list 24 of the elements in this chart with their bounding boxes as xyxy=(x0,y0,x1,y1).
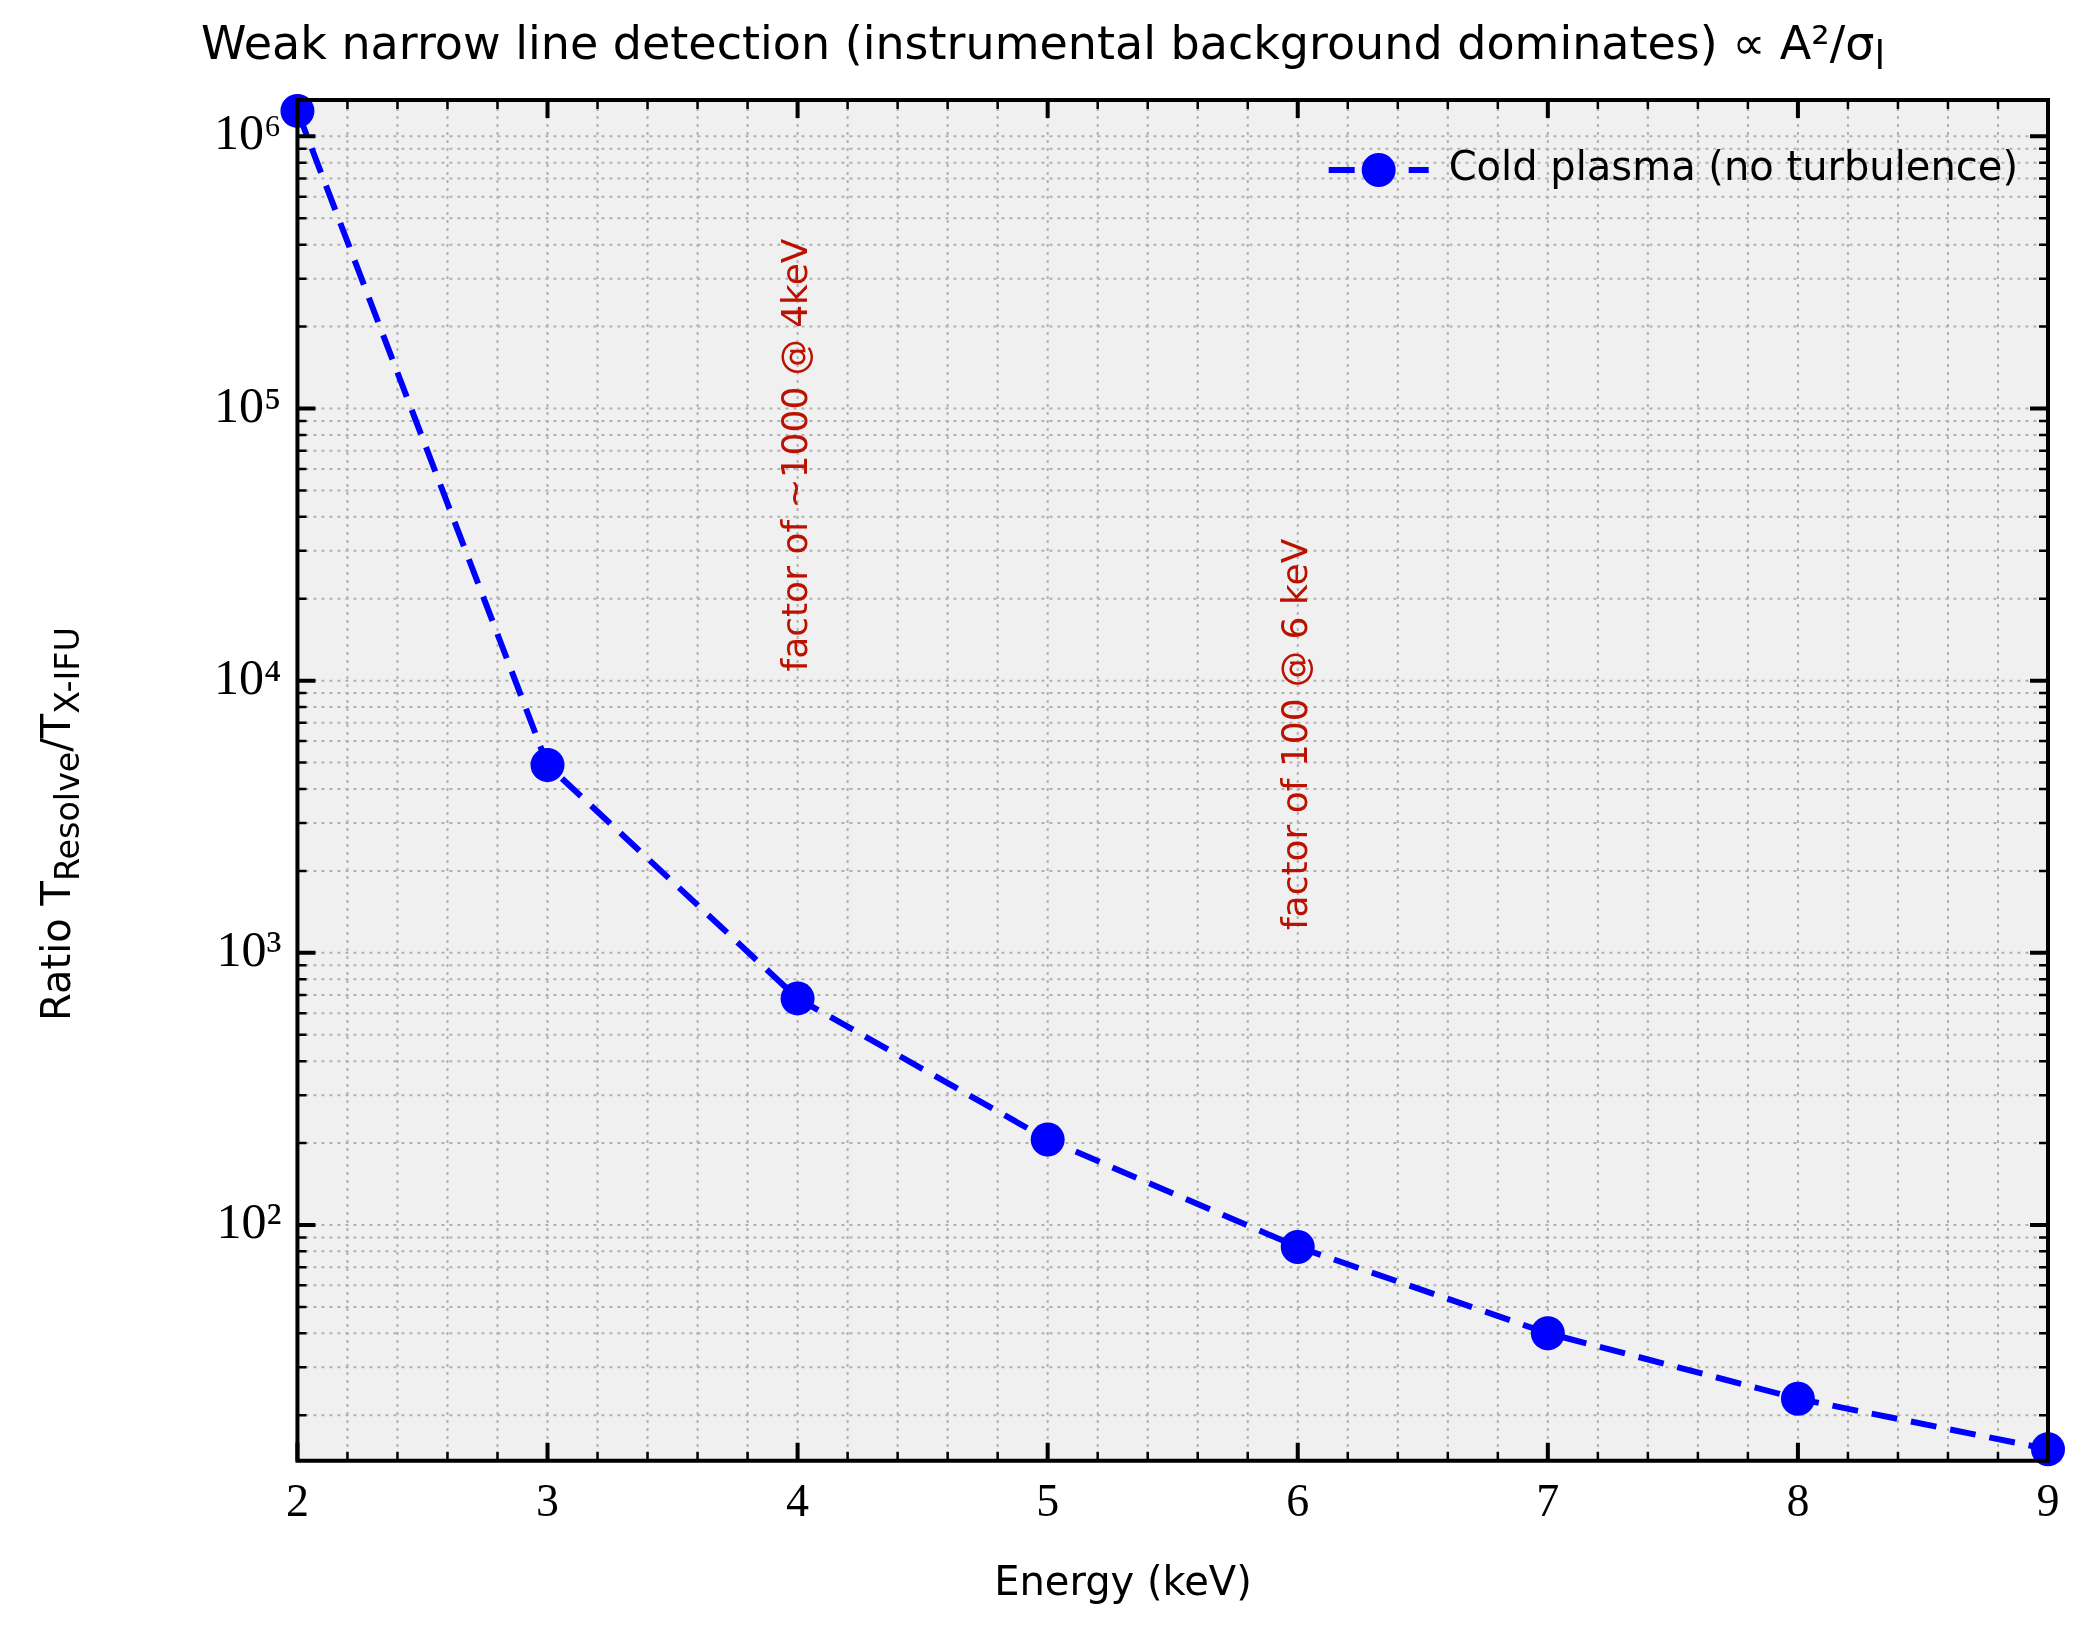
y-tick-label: 10² xyxy=(216,1193,282,1250)
x-tick-label: 7 xyxy=(1536,1475,1560,1527)
point xyxy=(780,981,815,1016)
point xyxy=(1780,1381,1815,1416)
chart-title: Weak narrow line detection (instrumental background dominates) ∝ A²/σ$_{l}$ xyxy=(199,16,1887,79)
y-tick-label: 10⁴ xyxy=(213,648,282,705)
x-axis-title: Energy (keV) xyxy=(993,1558,1253,1604)
x-tick-label: 6 xyxy=(1286,1475,1310,1527)
x-tick-label: 2 xyxy=(285,1475,309,1527)
point xyxy=(1280,1230,1315,1265)
point xyxy=(530,747,565,782)
annotation: factor of ~1000 @ 4keV xyxy=(773,238,815,672)
annotation: factor of 100 @ 6 keV xyxy=(1274,538,1316,931)
x-tick-label: 8 xyxy=(1786,1475,1810,1527)
x-tick-label: 3 xyxy=(536,1475,560,1527)
x-tick-label: 4 xyxy=(786,1475,810,1527)
x-tick-label: 9 xyxy=(2036,1475,2060,1527)
x-tick-label: 5 xyxy=(1036,1475,1060,1527)
y-tick-label: 10³ xyxy=(216,920,282,977)
y-tick-label: 10⁶ xyxy=(213,104,282,161)
y-tick-label: 10⁵ xyxy=(213,376,282,433)
legend-label: Cold plasma (no turbulence) xyxy=(1448,143,2019,190)
point xyxy=(1530,1316,1565,1351)
point xyxy=(1030,1122,1065,1157)
